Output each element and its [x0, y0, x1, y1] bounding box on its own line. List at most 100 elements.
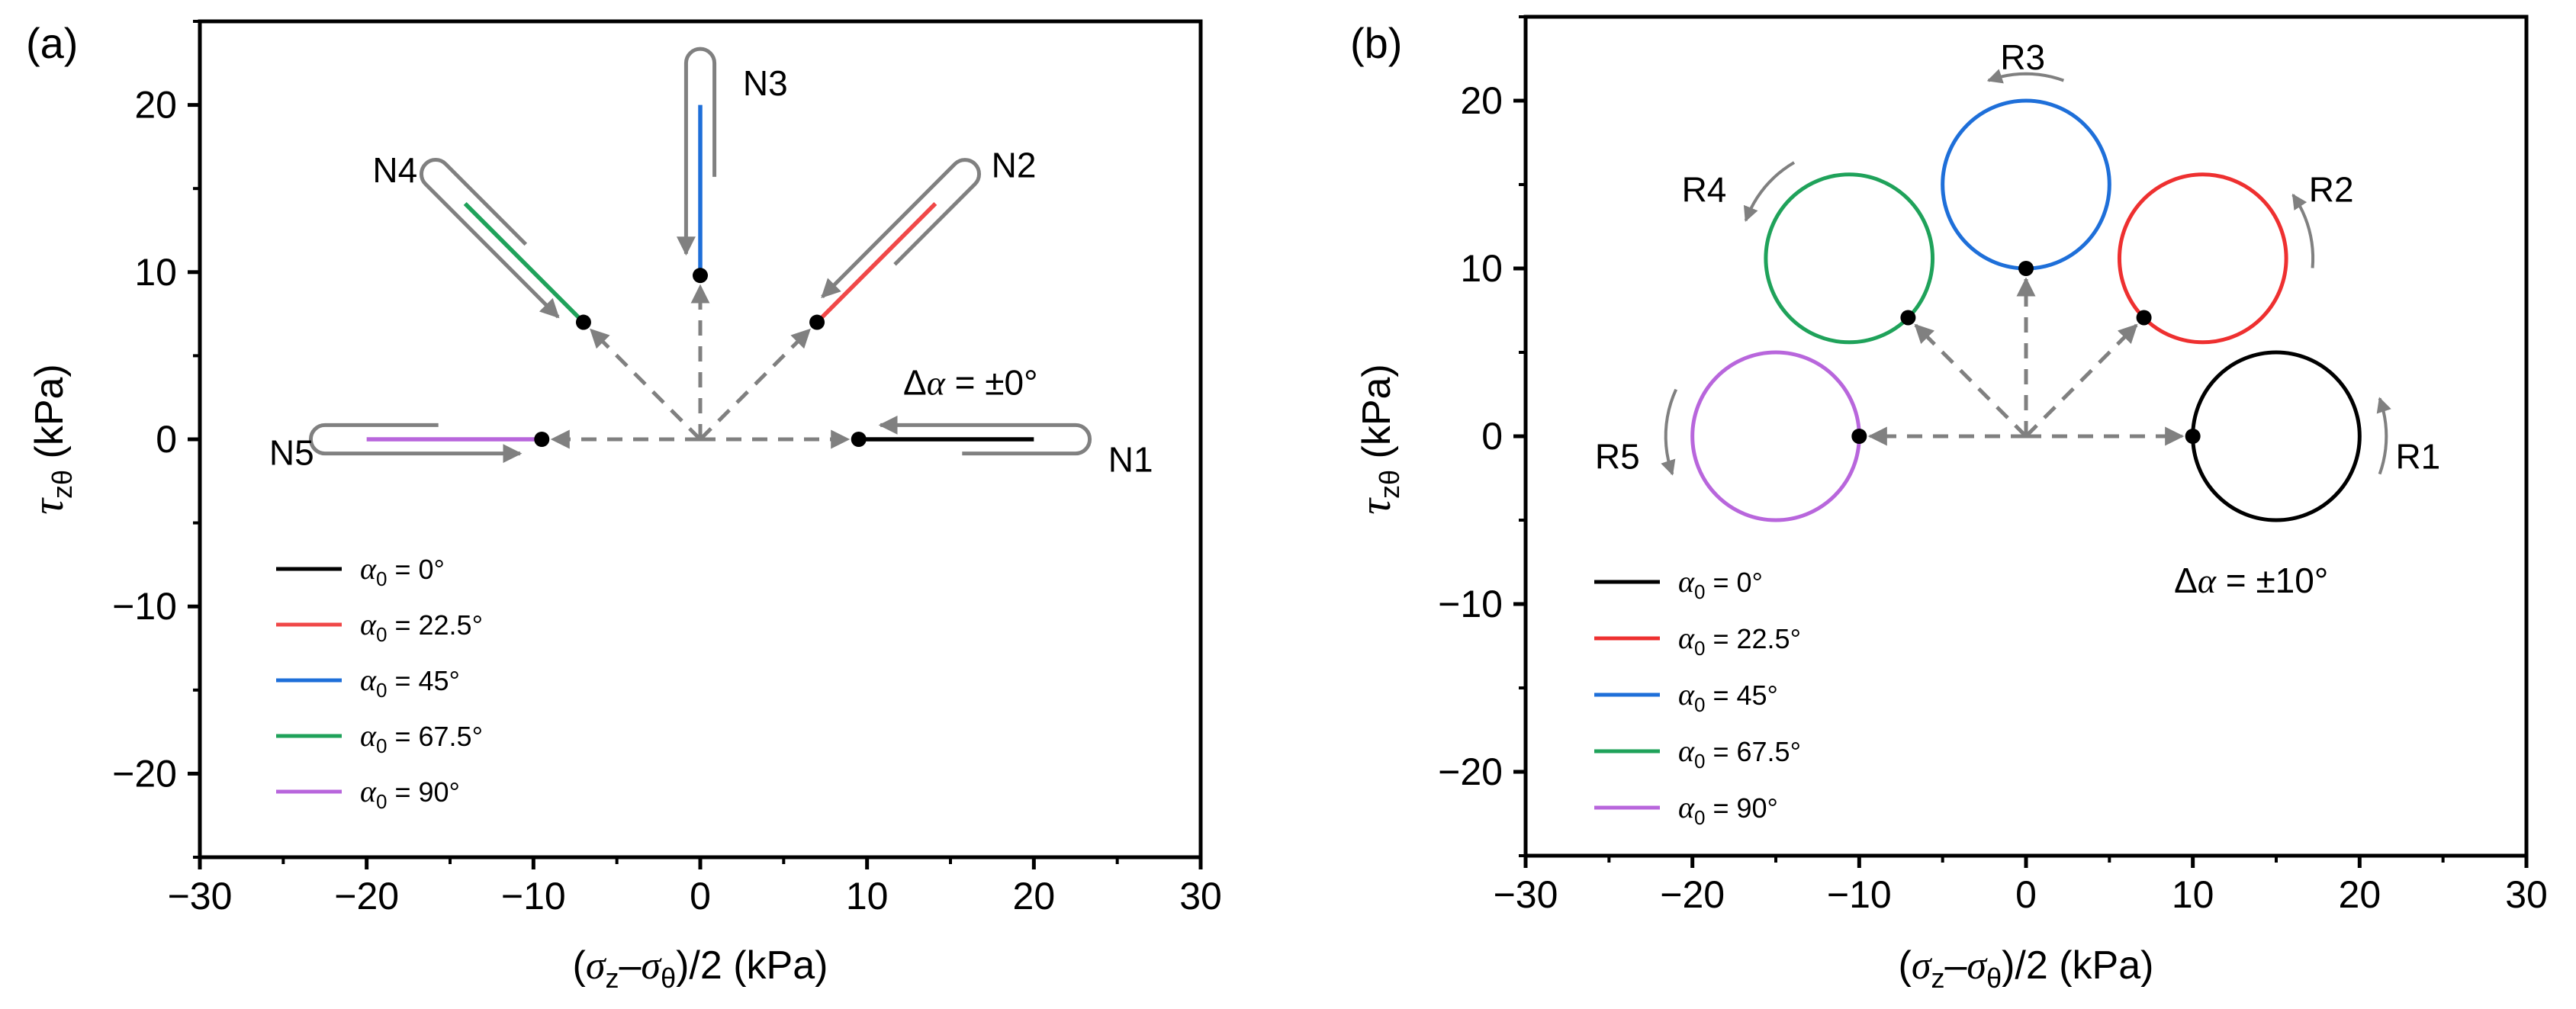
- series-circle: [1690, 350, 1861, 522]
- path-label: N3: [743, 63, 788, 103]
- legend-sub: 0: [376, 679, 387, 702]
- panel-a-legend: α0 = 0°α0 = 22.5°α0 = 45°α0 = 67.5°α0 = …: [276, 551, 483, 813]
- panel-a-y-axis-title: τzθ (kPa): [23, 364, 78, 514]
- delta-value: = ±0°: [945, 362, 1038, 402]
- x-tick-label: −20: [1660, 873, 1725, 916]
- legend-value: = 67.5°: [1705, 736, 1801, 767]
- y-tick-label: 20: [134, 84, 177, 127]
- xlabel-sub-theta: θ: [1986, 962, 2002, 994]
- ylabel-rest: (kPa): [1355, 364, 1399, 470]
- series-circle: [1764, 172, 1935, 345]
- legend-label: α0 = 67.5°: [1678, 734, 1801, 773]
- start-point: [809, 314, 825, 330]
- alpha-symbol: α: [927, 363, 946, 402]
- x-tick-label: 30: [2505, 873, 2548, 916]
- legend-alpha: α: [360, 774, 377, 808]
- panel-b: (b) −30 −20 −10 0 10 20 30 −20 −10 0 10 20 R1 R2 R3 R4…: [1350, 14, 2548, 994]
- y-tick-label: −10: [1438, 583, 1503, 625]
- legend-label: α0 = 45°: [1678, 677, 1778, 716]
- x-tick-label: −20: [334, 875, 399, 917]
- legend-label: α0 = 90°: [1678, 790, 1778, 829]
- panel-a: (a) −30 −20 −10 0 10 20 30 −20 −10 0 10 20 N1 N2 N3 N4…: [23, 19, 1222, 994]
- panel-a-guide-arrows: [550, 284, 851, 449]
- legend-alpha: α: [1678, 790, 1695, 824]
- panel-b-x-axis-title: (σz–σθ)/2 (kPa): [1899, 943, 2154, 994]
- xlabel-rest: )/2 (kPa): [676, 943, 828, 988]
- path-label: R4: [1682, 170, 1727, 210]
- guide-arrow: [699, 328, 811, 441]
- legend-alpha: α: [360, 718, 377, 753]
- delta-symbol: Δ: [2174, 561, 2198, 600]
- panel-a-start-points: [534, 268, 867, 447]
- xlabel-sub-z: z: [606, 962, 619, 994]
- panel-a-ticks: −30 −20 −10 0 10 20 30 −20 −10 0 10 20: [112, 20, 1222, 917]
- loop-path: [676, 47, 717, 256]
- panel-a-series: [366, 104, 1034, 442]
- xlabel-rest: )/2 (kPa): [2002, 943, 2153, 988]
- loop-path: [308, 423, 523, 464]
- legend-alpha: α: [1678, 677, 1695, 712]
- legend-value: = 90°: [1705, 792, 1777, 824]
- legend-sub: 0: [376, 623, 387, 646]
- ylabel-sub: zθ: [1374, 470, 1405, 499]
- panel-b-rotation-arrows: [1661, 69, 2391, 476]
- series-line: [815, 201, 937, 324]
- xlabel-dash: –: [619, 943, 642, 988]
- legend-value: = 22.5°: [387, 609, 483, 641]
- x-tick-label: 0: [690, 875, 711, 917]
- legend-sub: 0: [1694, 637, 1705, 660]
- start-point: [575, 314, 591, 330]
- y-tick-label: 0: [156, 418, 177, 461]
- legend-label: α0 = 22.5°: [360, 607, 483, 646]
- path-label: N1: [1108, 439, 1153, 479]
- panel-a-delta-annotation: Δα = ±0°: [903, 362, 1038, 402]
- path-label: R1: [2395, 436, 2440, 476]
- x-tick-label: −10: [1827, 873, 1892, 916]
- panel-b-ticks: −30 −20 −10 0 10 20 30 −20 −10 0 10 20: [1438, 15, 2548, 916]
- y-tick-label: −20: [112, 752, 177, 795]
- y-tick-label: 10: [134, 251, 177, 294]
- legend-alpha: α: [360, 551, 377, 586]
- panel-a-x-axis-title: (σz–σθ)/2 (kPa): [573, 943, 828, 994]
- x-tick-label: −10: [501, 875, 566, 917]
- delta-value: = ±10°: [2216, 561, 2328, 600]
- path-label: N4: [372, 150, 417, 190]
- xlabel-sigma-z: σ: [586, 944, 607, 988]
- panel-b-guide-arrows: [1867, 277, 2185, 446]
- y-tick-label: 20: [1460, 79, 1503, 122]
- panel-b-label: (b): [1350, 19, 1402, 67]
- legend-label: α0 = 90°: [360, 774, 460, 813]
- panel-a-path-labels: N1 N2 N3 N4 N5: [269, 63, 1153, 479]
- xlabel-sub-z: z: [1931, 962, 1945, 994]
- rotation-arrow: [1986, 69, 2064, 84]
- xlabel-dash: –: [1945, 943, 1967, 988]
- legend-value: = 90°: [387, 776, 459, 808]
- x-tick-label: −30: [168, 875, 233, 917]
- legend-value: = 0°: [1705, 567, 1762, 598]
- legend-alpha: α: [1678, 564, 1695, 599]
- y-tick-label: −10: [112, 585, 177, 628]
- legend-alpha: α: [1678, 621, 1695, 655]
- legend-label: α0 = 45°: [360, 663, 460, 702]
- legend-value: = 45°: [387, 665, 459, 696]
- start-point: [534, 432, 550, 447]
- x-tick-label: 10: [2172, 873, 2214, 916]
- ylabel-tau: τ: [23, 497, 72, 515]
- legend-sub: 0: [1694, 750, 1705, 773]
- rotation-arrow: [1743, 161, 1796, 222]
- legend-value: = 45°: [1705, 680, 1777, 711]
- series-circle: [2191, 350, 2362, 522]
- path-label: R5: [1595, 436, 1640, 476]
- ylabel-sub: zθ: [47, 470, 78, 499]
- xlabel-paren: (: [573, 943, 587, 988]
- panel-b-legend: α0 = 0°α0 = 22.5°α0 = 45°α0 = 67.5°α0 = …: [1594, 564, 1801, 829]
- legend-alpha: α: [1678, 734, 1695, 768]
- panel-a-loop-paths: [308, 47, 1092, 464]
- legend-sub: 0: [376, 734, 387, 757]
- x-tick-label: 0: [2015, 873, 2037, 916]
- legend-value: = 0°: [387, 554, 444, 585]
- start-point: [2185, 429, 2201, 444]
- start-point: [851, 432, 867, 447]
- series-line: [463, 201, 585, 324]
